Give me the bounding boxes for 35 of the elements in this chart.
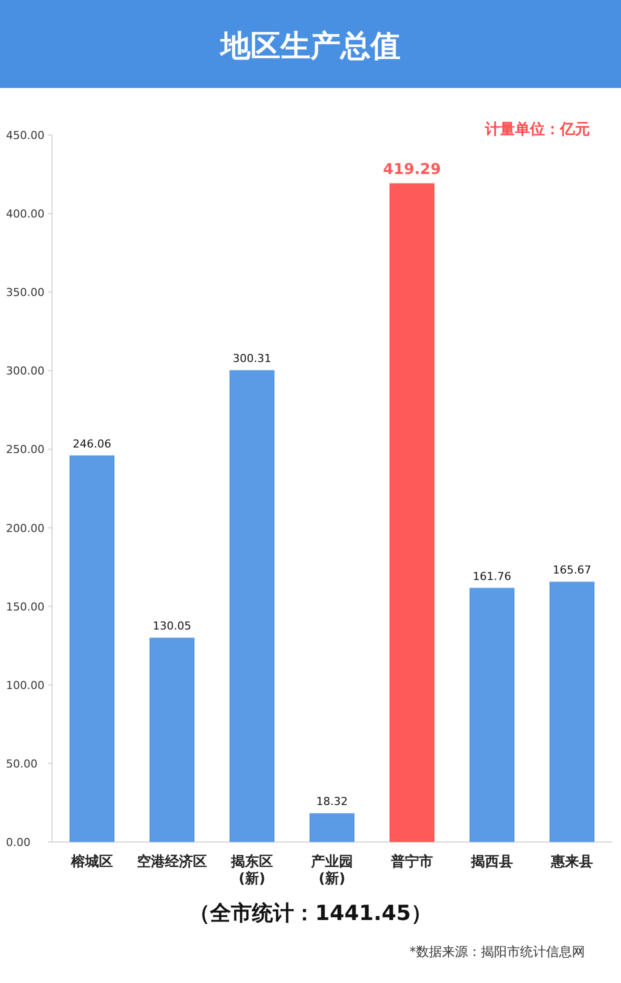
data-label: 300.31 xyxy=(232,352,272,366)
text: *数据来源：揭阳市统计信息网 xyxy=(410,945,585,960)
annotation: 计量单位：亿元 xyxy=(484,120,590,138)
y-tick-label: 100.00 xyxy=(6,678,44,692)
y-tick-label: 400.00 xyxy=(6,208,44,221)
chart-title: 地区生产总值 xyxy=(218,29,400,64)
bar xyxy=(470,588,514,842)
x-tick-label: 普宁市 xyxy=(390,853,433,870)
data-label: 130.05 xyxy=(152,620,192,633)
x-tick-label: 惠来县 xyxy=(550,854,593,870)
y-tick-label: 300.00 xyxy=(6,364,44,378)
bar xyxy=(390,183,434,842)
bar xyxy=(310,813,354,842)
y-tick-label: 250.00 xyxy=(6,443,44,456)
y-tick-label: 50.00 xyxy=(6,757,38,770)
y-tick-label: 200.00 xyxy=(6,522,44,535)
bar xyxy=(230,370,274,842)
y-tick-label: 450.00 xyxy=(6,129,44,142)
data-label: 419.29 xyxy=(383,160,441,178)
bar xyxy=(550,582,594,842)
text: （全市统计：1441.45） xyxy=(189,901,432,925)
x-tick-label: 揭东区 (新) xyxy=(230,853,273,887)
y-tick-label: 150.00 xyxy=(6,600,44,614)
data-label: 18.32 xyxy=(316,795,348,808)
y-tick-label: 0.00 xyxy=(6,836,30,849)
data-label: 246.06 xyxy=(72,437,112,450)
x-tick-label: 揭西县 xyxy=(470,854,513,870)
data-label: 165.67 xyxy=(552,564,592,577)
x-tick-label: 空港经济区 xyxy=(137,853,207,870)
x-tick-label: 榕城区 xyxy=(70,853,113,870)
bar xyxy=(70,455,114,842)
y-tick-label: 350.00 xyxy=(6,286,44,300)
bar xyxy=(150,638,194,842)
data-label: 161.76 xyxy=(472,570,512,583)
x-tick-label: 产业园 (新) xyxy=(310,853,353,887)
